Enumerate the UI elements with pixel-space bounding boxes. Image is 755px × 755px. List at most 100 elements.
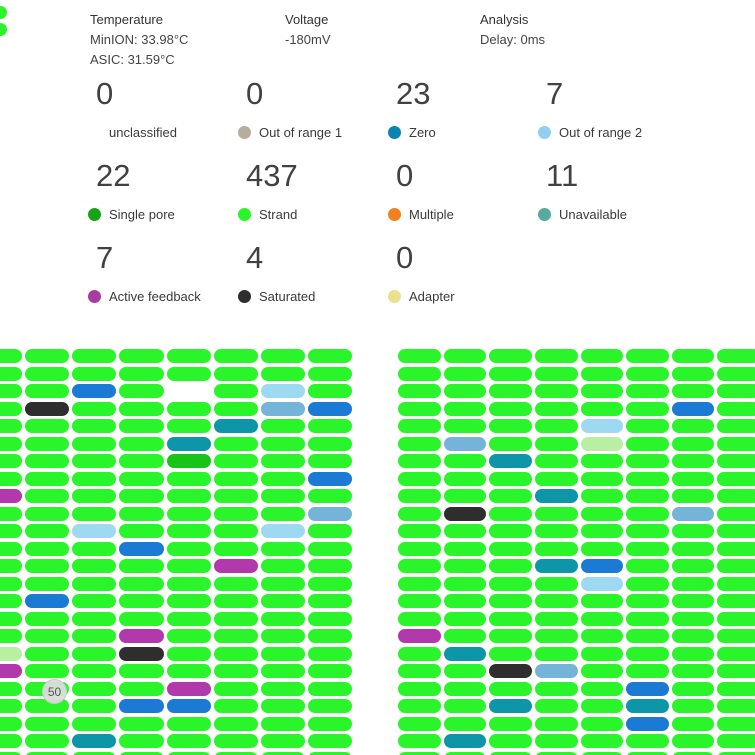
channel-cell[interactable]: [166, 384, 211, 398]
channel-cell[interactable]: [489, 506, 532, 521]
channel-cell[interactable]: [213, 489, 258, 503]
channel-cell[interactable]: [534, 419, 578, 433]
channel-cell[interactable]: [671, 576, 715, 591]
channel-cell[interactable]: [307, 576, 352, 591]
channel-cell[interactable]: [0, 629, 23, 643]
channel-cell[interactable]: [0, 419, 23, 433]
channel-cell[interactable]: [0, 716, 23, 731]
channel-cell[interactable]: [489, 419, 532, 433]
channel-cell[interactable]: [671, 611, 715, 626]
channel-cell[interactable]: [25, 489, 70, 503]
channel-cell[interactable]: [489, 454, 532, 468]
channel-cell[interactable]: [25, 646, 70, 661]
channel-cell[interactable]: [671, 699, 715, 713]
channel-cell[interactable]: [534, 489, 578, 503]
channel-cell[interactable]: [307, 751, 352, 755]
channel-cell[interactable]: [398, 751, 441, 755]
channel-cell[interactable]: [166, 349, 211, 363]
channel-cell[interactable]: [671, 436, 715, 451]
channel-cell[interactable]: [213, 541, 258, 556]
channel-cell[interactable]: [717, 629, 755, 643]
channel-cell[interactable]: [626, 559, 669, 573]
channel-cell[interactable]: [72, 629, 117, 643]
channel-cell[interactable]: [443, 349, 487, 363]
channel-cell[interactable]: [626, 576, 669, 591]
channel-cell[interactable]: [671, 734, 715, 748]
channel-cell[interactable]: [213, 611, 258, 626]
channel-cell[interactable]: [260, 594, 305, 608]
channel-cell[interactable]: [166, 576, 211, 591]
channel-cell[interactable]: [213, 576, 258, 591]
channel-cell[interactable]: [717, 576, 755, 591]
channel-cell[interactable]: [443, 734, 487, 748]
channel-cell[interactable]: [119, 454, 164, 468]
channel-cell[interactable]: [166, 489, 211, 503]
channel-cell[interactable]: [260, 681, 305, 696]
channel-cell[interactable]: [489, 576, 532, 591]
channel-cell[interactable]: [25, 716, 70, 731]
channel-cell[interactable]: [398, 524, 441, 538]
channel-cell[interactable]: [166, 506, 211, 521]
channel-cell[interactable]: [0, 734, 23, 748]
channel-cell[interactable]: [213, 734, 258, 748]
channel-cell[interactable]: [307, 541, 352, 556]
channel-cell[interactable]: [534, 646, 578, 661]
channel-cell[interactable]: [717, 366, 755, 381]
channel-cell[interactable]: [580, 751, 624, 755]
channel-cell[interactable]: [166, 524, 211, 538]
channel-cell[interactable]: [260, 454, 305, 468]
channel-cell[interactable]: [25, 664, 70, 678]
channel-cell[interactable]: [0, 366, 23, 381]
channel-cell[interactable]: [626, 541, 669, 556]
channel-cell[interactable]: [671, 471, 715, 486]
channel-cell[interactable]: [580, 734, 624, 748]
channel-cell[interactable]: [119, 506, 164, 521]
channel-cell[interactable]: [580, 576, 624, 591]
channel-cell[interactable]: [0, 436, 23, 451]
channel-cell[interactable]: [580, 611, 624, 626]
channel-cell[interactable]: [580, 419, 624, 433]
channel-cell[interactable]: [626, 681, 669, 696]
channel-cell[interactable]: [72, 751, 117, 755]
channel-cell[interactable]: [626, 524, 669, 538]
channel-cell[interactable]: [25, 349, 70, 363]
channel-cell[interactable]: [717, 594, 755, 608]
channel-cell[interactable]: [72, 699, 117, 713]
channel-cell[interactable]: [443, 629, 487, 643]
channel-cell[interactable]: [443, 454, 487, 468]
channel-cell[interactable]: [671, 716, 715, 731]
channel-cell[interactable]: [671, 506, 715, 521]
channel-cell[interactable]: [260, 611, 305, 626]
channel-cell[interactable]: [489, 664, 532, 678]
channel-cell[interactable]: [398, 436, 441, 451]
channel-cell[interactable]: [534, 594, 578, 608]
channel-cell[interactable]: [443, 366, 487, 381]
channel-cell[interactable]: [307, 384, 352, 398]
channel-cell[interactable]: [489, 436, 532, 451]
channel-cell[interactable]: [119, 664, 164, 678]
channel-cell[interactable]: [534, 366, 578, 381]
channel-cell[interactable]: [307, 524, 352, 538]
channel-cell[interactable]: [489, 541, 532, 556]
channel-cell[interactable]: [580, 541, 624, 556]
channel-cell[interactable]: [580, 471, 624, 486]
channel-cell[interactable]: [534, 559, 578, 573]
channel-cell[interactable]: [307, 681, 352, 696]
channel-cell[interactable]: [534, 699, 578, 713]
channel-cell[interactable]: [0, 664, 23, 678]
channel-cell[interactable]: [717, 541, 755, 556]
channel-cell[interactable]: [72, 664, 117, 678]
channel-cell[interactable]: [166, 471, 211, 486]
channel-cell[interactable]: [119, 611, 164, 626]
channel-cell[interactable]: [260, 734, 305, 748]
channel-cell[interactable]: [626, 454, 669, 468]
channel-cell[interactable]: [398, 349, 441, 363]
channel-cell[interactable]: [534, 524, 578, 538]
channel-cell[interactable]: [0, 611, 23, 626]
channel-cell[interactable]: [398, 576, 441, 591]
channel-cell[interactable]: [671, 366, 715, 381]
channel-cell[interactable]: [398, 681, 441, 696]
channel-cell[interactable]: [717, 699, 755, 713]
channel-cell[interactable]: [717, 559, 755, 573]
channel-cell[interactable]: [626, 716, 669, 731]
